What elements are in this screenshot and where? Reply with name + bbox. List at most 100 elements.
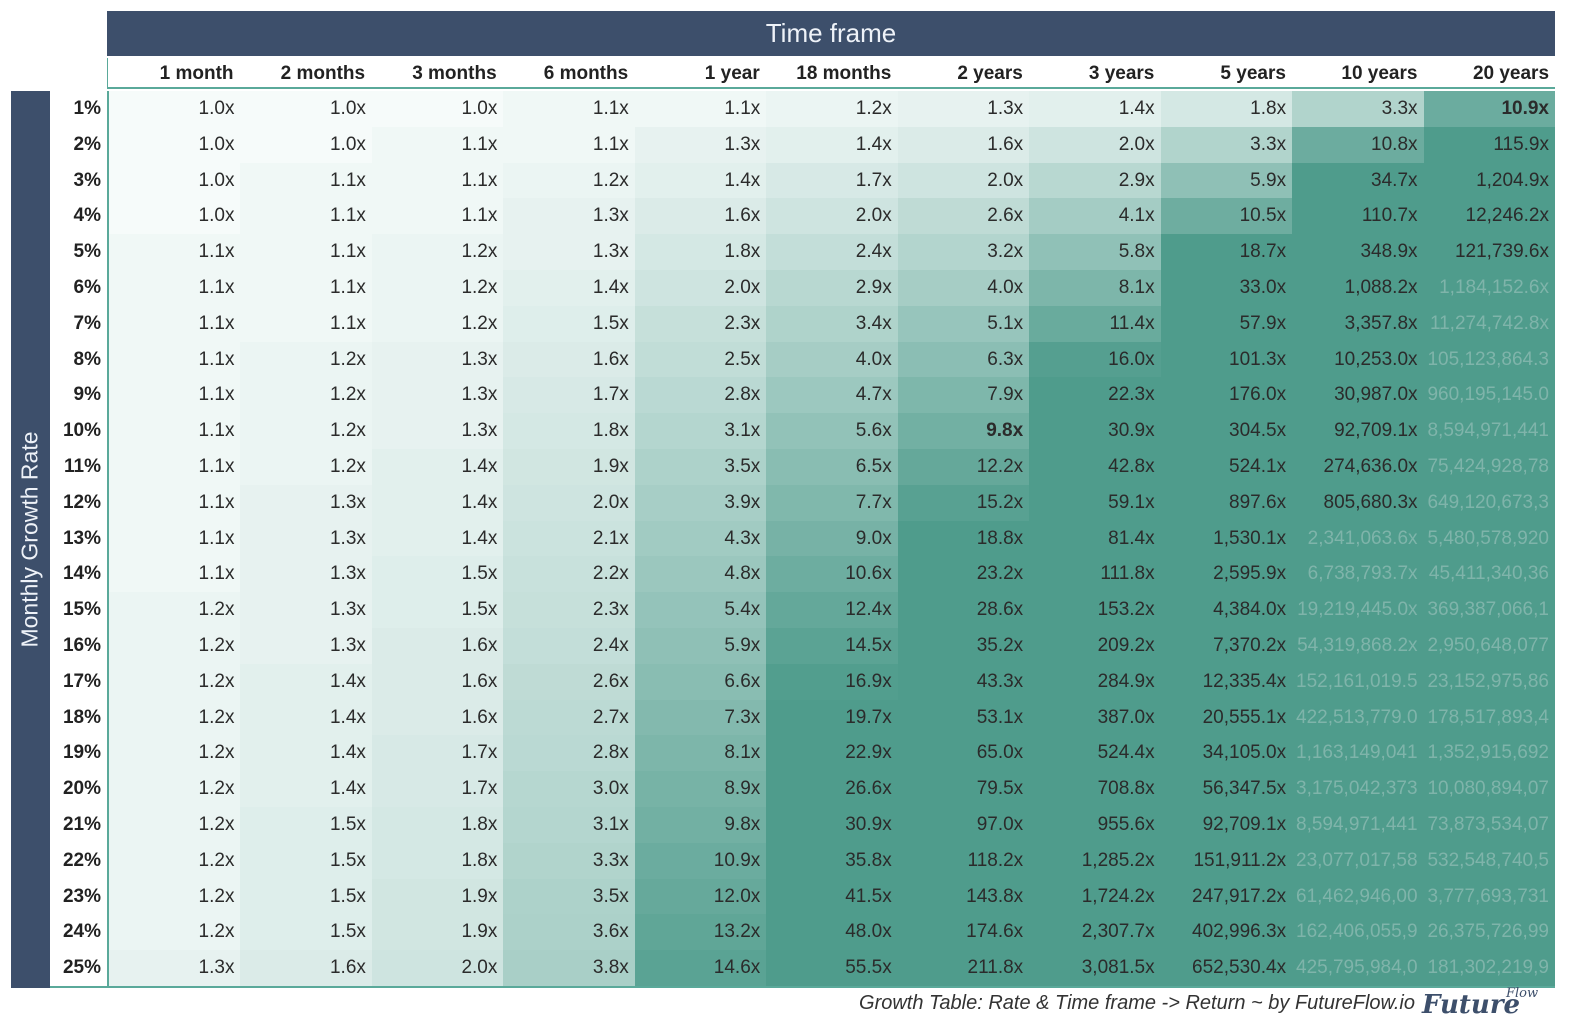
table-cell: 2,307.7x xyxy=(1029,914,1161,951)
table-cell: 8.9x xyxy=(634,771,767,807)
table-cell: 1.2x xyxy=(109,735,241,772)
row-headers: 1% 2% 3% 4% 5% 6% 7% 8% 9% 10% 11% 12% 13% 14% 15% 16% 1… xyxy=(50,91,107,988)
table-cell: 1.0x xyxy=(240,126,372,163)
table-cell: 1.6x xyxy=(371,663,504,700)
table-cell: 2.6x xyxy=(503,663,635,700)
table-cell: 73,873,534,07 xyxy=(1423,806,1555,843)
row-header: 20% xyxy=(62,778,101,800)
table-cell: 65.0x xyxy=(897,735,1030,772)
table-cell: 1.3x xyxy=(371,377,504,414)
table-cell: 1.2x xyxy=(240,413,372,449)
table-cell: 10.9x xyxy=(634,842,767,879)
table-cell: 1,163,149,041 xyxy=(1292,735,1424,772)
table-cell: 1.1x xyxy=(109,556,241,593)
footer-caption: Growth Table: Rate & Time frame -> Retur… xyxy=(859,992,1415,1014)
table-cell: 1.6x xyxy=(371,699,504,736)
table-cell: 55.5x xyxy=(766,950,898,986)
table-cell: 1.1x xyxy=(109,269,241,306)
rate-axis-band: Monthly Growth Rate xyxy=(11,91,50,988)
table-cell: 1.1x xyxy=(371,162,504,199)
table-cell: 43.3x xyxy=(897,663,1030,700)
table-cell: 1.0x xyxy=(240,91,372,127)
table-cell: 16.0x xyxy=(1029,341,1161,378)
table-cell: 1.2x xyxy=(766,91,898,127)
row-header: 4% xyxy=(73,205,101,227)
table-cell: 34,105.0x xyxy=(1160,735,1293,772)
table-cell: 955.6x xyxy=(1029,806,1161,843)
table-cell: 284.9x xyxy=(1029,663,1161,700)
table-cell: 1.4x xyxy=(634,162,767,199)
table-cell: 1.3x xyxy=(240,556,372,593)
table-cell: 14.6x xyxy=(634,950,767,986)
table-cell: 1.5x xyxy=(371,592,504,628)
table-cell: 1,724.2x xyxy=(1029,878,1161,915)
table-cell: 1.2x xyxy=(371,305,504,342)
table-cell: 1.7x xyxy=(503,377,635,414)
table-cell: 1.1x xyxy=(109,305,241,342)
row-header: 12% xyxy=(62,491,101,513)
table-cell: 8,594,971,441 xyxy=(1423,413,1555,449)
table-cell: 1.1x xyxy=(634,91,767,127)
table-cell: 1.1x xyxy=(109,520,241,557)
table-cell: 1.4x xyxy=(240,663,372,700)
table-cell: 2.0x xyxy=(897,162,1030,199)
table-cell: 5.1x xyxy=(897,305,1030,342)
table-cell: 81.4x xyxy=(1029,520,1161,557)
table-cell: 48.0x xyxy=(766,914,898,951)
table-cell: 4.1x xyxy=(1029,198,1161,235)
table-cell: 1.2x xyxy=(109,663,241,700)
table-cell: 960,195,145.0 xyxy=(1423,377,1555,414)
row-header: 22% xyxy=(62,849,101,871)
table-cell: 274,636.0x xyxy=(1292,448,1424,485)
table-cell: 1.3x xyxy=(109,950,241,986)
table-cell: 16.9x xyxy=(766,663,898,700)
table-cell: 1.3x xyxy=(634,126,767,163)
table-cell: 1.4x xyxy=(240,699,372,736)
row-header: 21% xyxy=(62,813,101,835)
table-cell: 12.2x xyxy=(897,448,1030,485)
table-cell: 1.4x xyxy=(240,771,372,807)
table-cell: 92,709.1x xyxy=(1292,413,1424,449)
table-cell: 1.6x xyxy=(634,198,767,235)
table-cell: 1.8x xyxy=(371,806,504,843)
column-header: 2 years xyxy=(957,63,1023,84)
table-cell: 79.5x xyxy=(897,771,1030,807)
table-cell: 1.1x xyxy=(240,162,372,199)
table-cell: 19.7x xyxy=(766,699,898,736)
table-cell: 10,253.0x xyxy=(1292,341,1424,378)
table-cell: 152,161,019.5 xyxy=(1292,663,1424,700)
table-cell: 1.2x xyxy=(371,269,504,306)
table-cell: 2.5x xyxy=(634,341,767,378)
column-header: 2 months xyxy=(280,63,366,84)
column-header: 10 years xyxy=(1341,63,1418,84)
table-cell: 23.2x xyxy=(897,556,1030,593)
table-cell: 1.1x xyxy=(240,305,372,342)
table-cell: 3.9x xyxy=(634,484,767,521)
table-cell: 1.2x xyxy=(371,234,504,270)
table-cell: 1.1x xyxy=(109,341,241,378)
table-cell: 4.0x xyxy=(766,341,898,378)
table-cell: 12.4x xyxy=(766,592,898,628)
table-cell: 1.4x xyxy=(503,269,635,306)
table-cell: 1.5x xyxy=(371,556,504,593)
row-header: 3% xyxy=(73,169,101,191)
table-cell: 1.2x xyxy=(109,914,241,951)
table-cell: 61,462,946,00 xyxy=(1292,878,1424,915)
row-header: 14% xyxy=(62,563,101,585)
table-cell: 1.0x xyxy=(371,91,504,127)
row-header: 6% xyxy=(73,276,101,298)
table-cell: 1.1x xyxy=(503,91,635,127)
table-cell: 11,274,742.8x xyxy=(1423,305,1555,342)
table-cell: 105,123,864.3 xyxy=(1423,341,1555,378)
row-header: 9% xyxy=(73,384,101,406)
logo-superscript: Flow xyxy=(1506,986,1539,1001)
table-cell: 1.4x xyxy=(371,520,504,557)
table-cell: 1.5x xyxy=(240,878,372,915)
table-cell: 1.8x xyxy=(503,413,635,449)
table-cell: 1.2x xyxy=(240,448,372,485)
table-cell: 3.6x xyxy=(503,914,635,951)
table-cell: 176.0x xyxy=(1160,377,1293,414)
table-cell: 1.1x xyxy=(371,126,504,163)
table-cell: 3,777,693,731 xyxy=(1423,878,1555,915)
table-cell: 2.3x xyxy=(503,592,635,628)
